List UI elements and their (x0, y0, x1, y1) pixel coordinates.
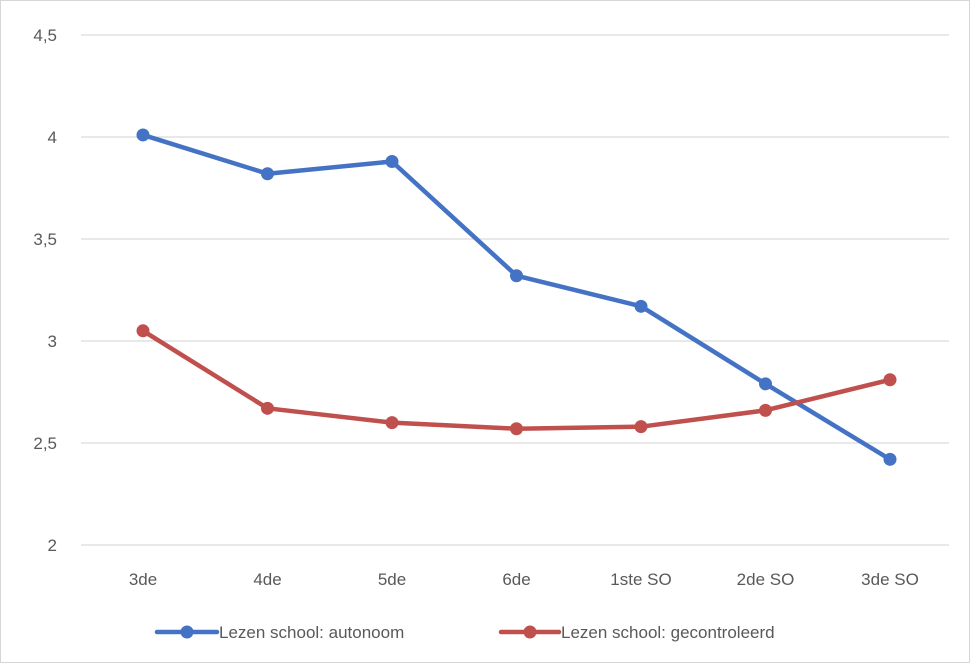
legend: Lezen school: autonoom Lezen school: geco… (154, 623, 775, 642)
y-tick-label: 4,5 (33, 26, 57, 45)
data-point (136, 128, 150, 142)
legend-item-1: Lezen school: autonoom (154, 623, 404, 642)
data-point (261, 167, 274, 181)
series-1 (136, 128, 897, 466)
data-point (136, 324, 150, 338)
series-2 (136, 324, 897, 436)
gridlines (81, 34, 949, 546)
x-tick-label: 4de (253, 570, 281, 589)
legend-item-2: Lezen school: gecontroleerd (498, 623, 775, 642)
data-point (510, 269, 523, 283)
x-axis-tick-labels: 3de 4de 5de 6de 1ste SO 2de SO 3de SO (129, 570, 919, 589)
x-tick-label: 1ste SO (610, 570, 671, 589)
y-tick-label: 3 (48, 332, 57, 351)
legend-marker-icon (180, 625, 194, 639)
y-tick-label: 4 (48, 128, 57, 147)
series-line (140, 328, 893, 431)
data-point (759, 403, 772, 417)
x-tick-label: 5de (378, 570, 406, 589)
data-point (510, 422, 523, 436)
legend-marker-icon (523, 625, 537, 639)
x-tick-label: 3de (129, 570, 157, 589)
y-tick-label: 3,5 (33, 230, 57, 249)
y-tick-label: 2,5 (33, 434, 57, 453)
series-line (140, 132, 893, 462)
data-point (634, 299, 648, 313)
data-point (261, 401, 274, 415)
data-point (385, 154, 399, 168)
legend-label: Lezen school: gecontroleerd (561, 623, 775, 642)
data-point (385, 416, 399, 430)
series-lines (136, 128, 897, 466)
y-tick-label: 2 (48, 536, 57, 555)
x-tick-label: 6de (502, 570, 530, 589)
x-tick-label: 3de SO (861, 570, 919, 589)
y-axis-tick-labels: 2 2,5 3 3,5 4 4,5 (33, 26, 57, 555)
data-point (883, 452, 897, 466)
data-point (759, 377, 772, 391)
legend-label: Lezen school: autonoom (219, 623, 404, 642)
data-point (634, 420, 648, 434)
x-tick-label: 2de SO (737, 570, 795, 589)
data-point (883, 373, 897, 387)
